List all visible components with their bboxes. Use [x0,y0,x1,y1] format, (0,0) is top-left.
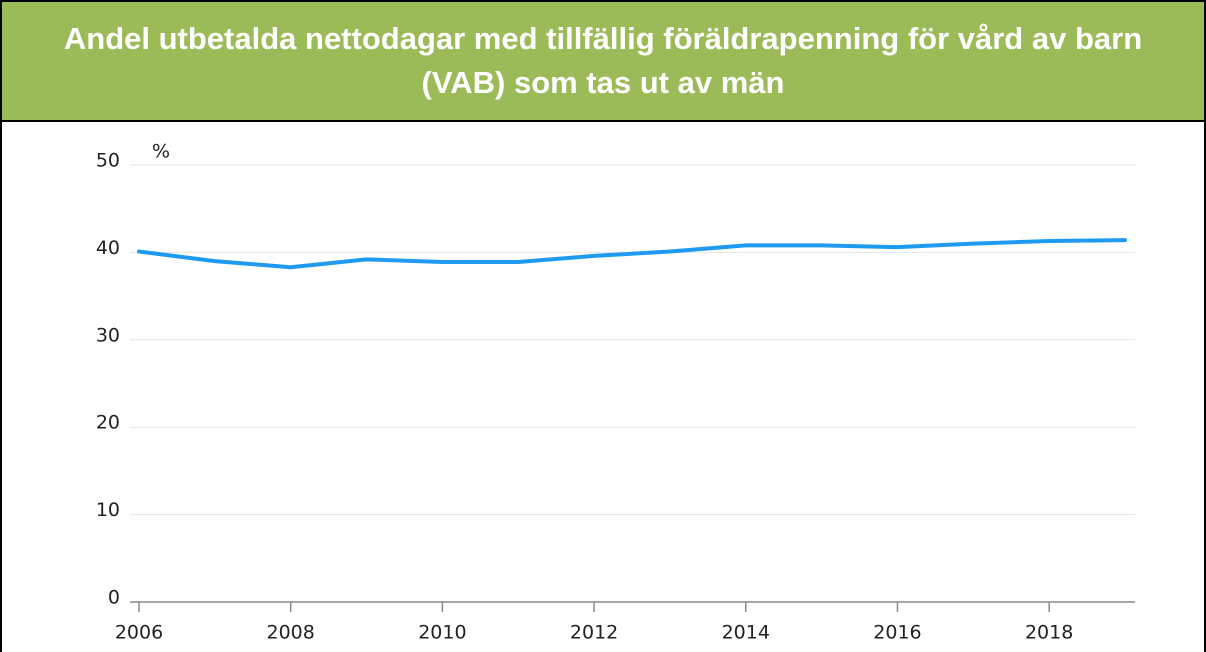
x-tick-label: 2014 [722,622,770,644]
y-tick-label: 20 [96,412,120,434]
y-tick-label: 30 [96,324,120,346]
x-tick-label: 2012 [570,622,618,644]
data-line [137,238,1127,270]
x-tick-label: 2010 [418,622,466,644]
chart-title: Andel utbetalda nettodagar med tillfälli… [2,2,1204,122]
x-tick-label: 2008 [267,622,315,644]
y-tick-label: 40 [96,237,120,259]
y-axis-label: % [152,141,170,163]
y-tick-label: 50 [96,150,120,172]
x-tick-label: 2016 [873,622,921,644]
y-tick-label: 10 [96,499,120,521]
y-tick-label: 0 [108,587,120,609]
x-tick-label: 2018 [1025,622,1073,644]
x-tick-label: 2006 [115,622,163,644]
